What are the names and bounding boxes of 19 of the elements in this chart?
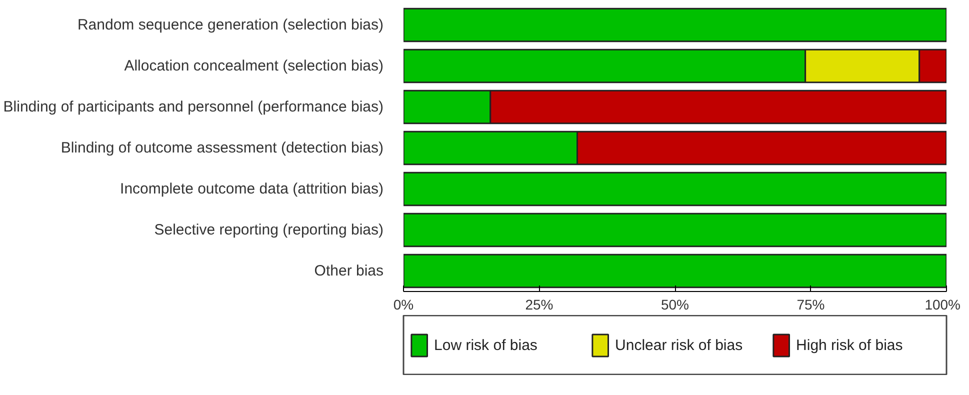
y-tick-label: Blinding of outcome assessment (detection bias) [60,140,384,156]
bar [404,212,946,248]
y-tick-label: Blinding of participants and personnel (performance bias) [3,98,384,116]
bar [404,254,946,288]
y-tick-label: Other bias [314,262,384,280]
y-tick-label: Allocation concealment (selection bias) [124,58,384,74]
bar [404,172,946,206]
y-tick-label: Selective reporting (reporting bias) [154,222,384,238]
legend-label: Low risk of bias [434,337,538,354]
bar [404,8,946,42]
legend-label: High risk of bias [796,337,903,354]
x-tick-label: 75% [796,296,825,312]
x-tick-label: 100% [924,296,961,312]
x-tick-label: 25% [525,296,554,312]
y-tick-label: Random sequence generation (selection bias) [77,16,384,34]
legend-label: Unclear risk of bias [615,337,743,354]
x-tick-label: 0% [393,296,414,312]
x-tick-label: 50% [660,296,690,312]
y-tick-label: Incomplete outcome data (attrition bias) [120,180,384,198]
